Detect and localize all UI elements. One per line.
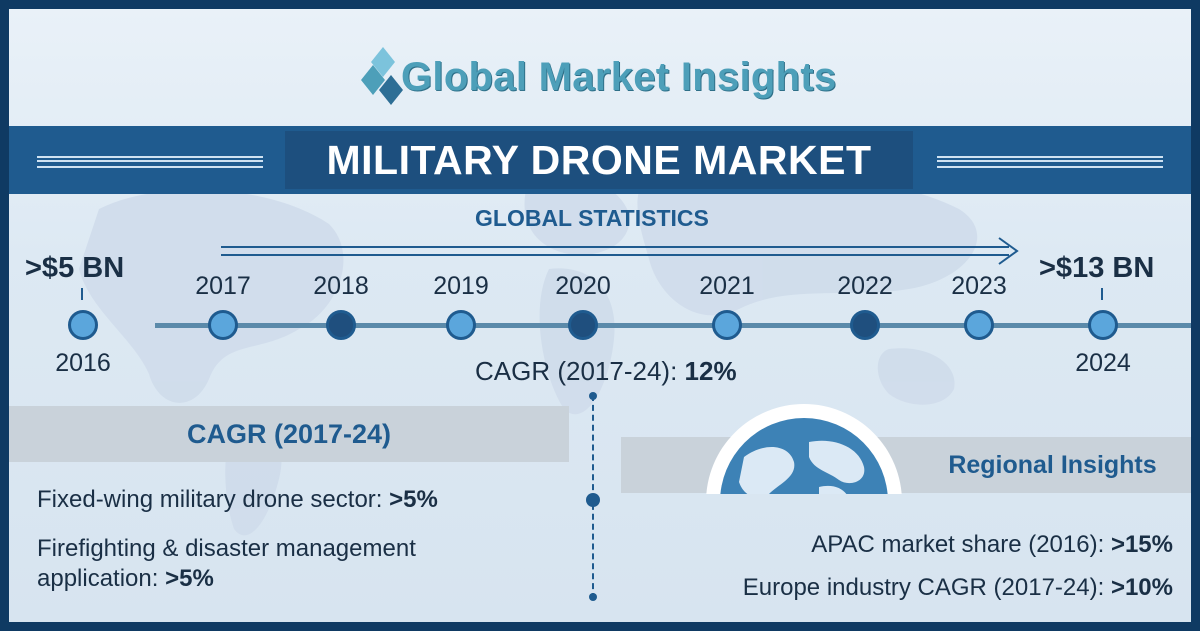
page-title: MILITARY DRONE MARKET (326, 137, 872, 183)
timeline-year-2021: 2021 (699, 272, 755, 300)
left-heading-panel (9, 406, 569, 462)
stat-fixed-wing: Fixed-wing military drone sector: >5% (37, 486, 438, 514)
timeline-node-2023 (964, 310, 994, 340)
title-box (285, 131, 913, 189)
timeline-start-value: >$5 BN (25, 252, 125, 284)
timeline-year-2020: 2020 (555, 272, 611, 300)
timeline-year-2016: 2016 (55, 349, 111, 377)
timeline-start-tick (81, 288, 83, 300)
timeline-node-2016 (68, 310, 98, 340)
stat-firefighting: Firefighting & disaster management appli… (37, 534, 416, 594)
band-lines-right (937, 156, 1163, 168)
stat-europe-label: Europe industry CAGR (2017-24): (742, 574, 1105, 601)
stat-firefighting-value: >5% (165, 565, 214, 592)
left-heading: CAGR (2017-24) (186, 419, 392, 449)
stat-apac-value: >15% (1110, 531, 1173, 558)
timeline-node-2024 (1088, 310, 1118, 340)
globe-icon (689, 402, 919, 494)
timeline-node-2020 (568, 310, 598, 340)
infographic-frame: Global Market Insights MILITARY DRONE MA… (9, 9, 1191, 622)
stat-apac-label: APAC market share (2016): (811, 531, 1105, 558)
timeline-year-2017: 2017 (195, 272, 251, 300)
overall-cagr-label: CAGR (2017-24): (475, 356, 678, 386)
stat-apac: APAC market share (2016): >15% (743, 531, 1173, 559)
timeline-end-value: >$13 BN (1039, 252, 1155, 284)
timeline-line (155, 323, 1191, 328)
band-lines-left (37, 156, 263, 168)
stat-europe: Europe industry CAGR (2017-24): >10% (643, 574, 1173, 602)
timeline-node-2022 (850, 310, 880, 340)
stat-firefighting-label-line1: Firefighting & disaster management (37, 535, 416, 562)
timeline-year-2024: 2024 (1075, 349, 1131, 377)
timeline-node-2021 (712, 310, 742, 340)
timeline-node-2018 (326, 310, 356, 340)
overall-cagr-value: 12% (684, 356, 737, 386)
timeline-year-2023: 2023 (951, 272, 1007, 300)
timeline-node-2017 (208, 310, 238, 340)
logo-diamond-icon (361, 47, 403, 105)
world-map-background (79, 168, 978, 536)
timeline-node-2019 (446, 310, 476, 340)
logo-text: Global Market Insights (401, 55, 837, 99)
stat-fixed-wing-label: Fixed-wing military drone sector: (37, 486, 383, 513)
divider-center-dot (586, 493, 600, 507)
arrow-right-icon (221, 237, 1019, 265)
timeline-year-2019: 2019 (433, 272, 489, 300)
divider-top-dot (589, 392, 597, 400)
timeline-year-2022: 2022 (837, 272, 893, 300)
overall-cagr: CAGR (2017-24): 12% (475, 356, 737, 387)
stat-europe-value: >10% (1110, 574, 1173, 601)
stat-fixed-wing-value: >5% (389, 486, 438, 513)
timeline-end-tick (1101, 288, 1103, 300)
section-subtitle: GLOBAL STATISTICS (475, 205, 709, 231)
timeline-year-2018: 2018 (313, 272, 369, 300)
divider-bottom-dot (589, 593, 597, 601)
stat-firefighting-label-line2: application: (37, 565, 159, 592)
right-heading: Regional Insights (948, 451, 1157, 479)
